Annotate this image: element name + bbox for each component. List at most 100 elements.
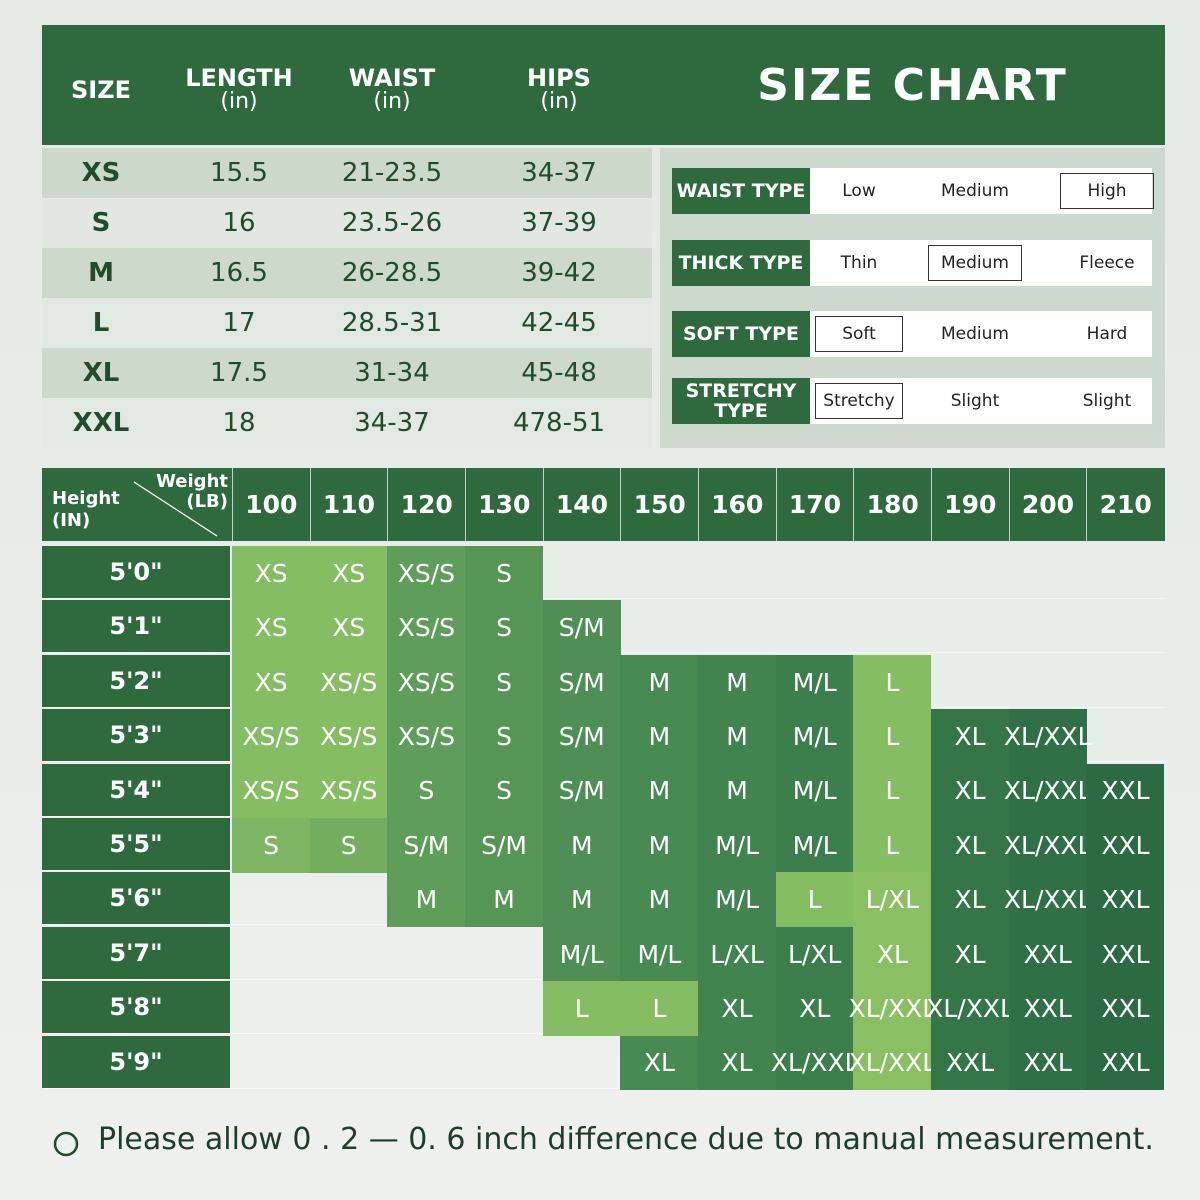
weight-header: 130	[465, 468, 543, 541]
size-cell: XL/XXL	[1004, 818, 1092, 873]
table-cell: 17	[222, 308, 256, 338]
type-option: Medium	[941, 324, 1009, 344]
size-cell: XL/XXL	[1004, 763, 1092, 819]
size-cell: M	[620, 818, 699, 873]
size-cell: L/XL	[775, 926, 854, 982]
table-row-bg	[42, 348, 652, 398]
size-cell: L	[853, 763, 932, 819]
table-header: SIZE	[42, 55, 160, 125]
table-cell: 16	[222, 208, 256, 238]
size-cell: S/M	[387, 818, 466, 873]
size-cell: XL	[698, 1035, 777, 1091]
height-label: 5'7"	[42, 926, 230, 979]
size-cell: XS/S	[309, 654, 388, 710]
size-cell: XL/XXL	[1004, 872, 1092, 927]
table-cell: 21-23.5	[341, 158, 443, 188]
type-option: Soft	[815, 316, 903, 352]
weight-header: 120	[387, 468, 465, 541]
table-row-bg	[42, 198, 652, 248]
bullet-circle	[53, 1131, 79, 1157]
table-header: HIPS (in)	[466, 55, 652, 125]
type-option: Thin	[840, 253, 878, 273]
table-row-bg	[42, 398, 652, 448]
size-cell: XXL	[1086, 872, 1165, 927]
weight-header: 180	[853, 468, 931, 541]
height-label: 5'1"	[42, 600, 230, 653]
size-cell: XS	[309, 600, 388, 655]
size-cell: XL	[931, 818, 1010, 873]
size-cell: M/L	[775, 763, 854, 819]
height-label: 5'9"	[42, 1035, 230, 1088]
size-cell: XL	[853, 926, 932, 982]
table-cell: 16.5	[210, 258, 268, 288]
table-cell: 17.5	[210, 358, 268, 388]
type-option: Hard	[1086, 324, 1128, 344]
table-row-bg	[42, 248, 652, 298]
size-cell: XXL	[1008, 981, 1087, 1036]
size-cell: XL	[931, 926, 1010, 982]
size-cell: XL/XXL	[926, 981, 1014, 1036]
size-cell: XL/XXL	[849, 981, 936, 1036]
size-cell: S	[232, 818, 311, 873]
table-cell: S	[91, 208, 111, 238]
size-cell: S/M	[542, 709, 621, 764]
type-label: STRETCHY TYPE	[672, 378, 810, 424]
size-cell: S	[465, 546, 544, 601]
size-cell: XXL	[931, 1035, 1010, 1091]
weight-header: 170	[775, 468, 854, 541]
weight-header: 100	[232, 468, 310, 541]
size-cell: XS	[309, 546, 388, 601]
table-cell: L	[92, 308, 110, 338]
table-cell: M	[88, 258, 114, 288]
height-label: 5'3"	[42, 709, 230, 762]
size-cell: XS/S	[387, 709, 466, 764]
size-cell: XL	[620, 1035, 699, 1091]
weight-header: 200	[1008, 468, 1087, 541]
size-cell: M	[542, 818, 621, 873]
height-label: 5'8"	[42, 981, 230, 1034]
size-cell: XS	[232, 600, 311, 655]
size-cell: XXL	[1008, 1035, 1087, 1091]
table-cell: 39-42	[521, 258, 597, 288]
size-cell: S	[465, 709, 544, 764]
size-cell: S/M	[542, 763, 621, 819]
type-label: WAIST TYPE	[672, 168, 810, 214]
table-row-bg	[42, 298, 652, 348]
corner-diagonal	[133, 481, 218, 537]
size-cell: S	[465, 600, 544, 655]
size-cell: L	[542, 981, 621, 1036]
fit-header-band	[42, 468, 1165, 541]
size-cell: M	[698, 709, 777, 764]
size-cell: XS/S	[232, 709, 311, 764]
table-header: LENGTH (in)	[160, 55, 318, 125]
header-unit: (in)	[220, 89, 258, 114]
table-cell: XXL	[72, 408, 130, 438]
weight-header: 190	[931, 468, 1009, 541]
type-label: THICK TYPE	[672, 240, 810, 286]
size-cell: XL	[698, 981, 777, 1036]
size-cell: XXL	[1086, 763, 1165, 819]
table-header: WAIST (in)	[318, 55, 466, 125]
size-cell: M/L	[698, 818, 777, 873]
size-cell: XXL	[1086, 981, 1165, 1036]
type-options-bg	[810, 378, 1152, 424]
size-cell: XL	[931, 709, 1010, 764]
table-cell: 15.5	[210, 158, 268, 188]
size-cell: XS/S	[387, 546, 466, 601]
height-label: 5'2"	[42, 654, 230, 707]
size-cell: L/XL	[853, 872, 932, 927]
weight-header: 140	[542, 468, 621, 541]
size-cell: M	[698, 654, 777, 710]
size-cell: M	[542, 872, 621, 927]
size-cell: S	[465, 763, 544, 819]
table-cell: 42-45	[521, 308, 597, 338]
type-options-bg	[810, 240, 1152, 286]
table-cell: 23.5-26	[341, 208, 443, 238]
title: SIZE CHART	[757, 59, 1068, 111]
size-cell: S/M	[465, 818, 544, 873]
height-label: 5'6"	[42, 872, 230, 925]
table-cell: XS	[81, 158, 121, 188]
size-cell: M	[465, 872, 544, 927]
table-cell: 34-37	[521, 158, 597, 188]
size-cell: XS	[232, 546, 311, 601]
